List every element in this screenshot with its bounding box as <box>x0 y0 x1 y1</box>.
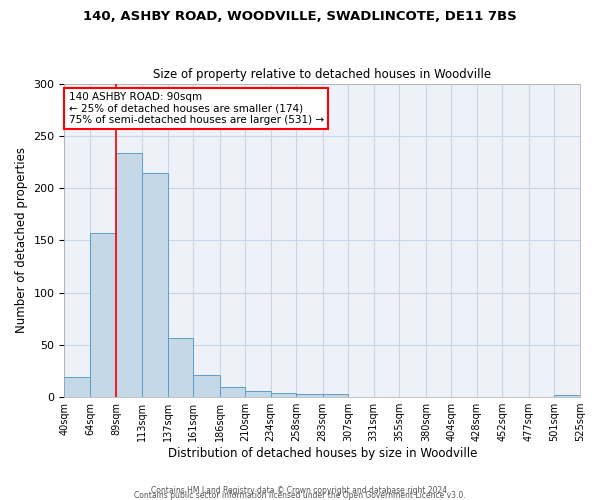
Bar <box>90 233 116 397</box>
Bar <box>554 395 580 397</box>
Bar <box>193 375 220 397</box>
Bar <box>64 377 90 397</box>
Text: Contains HM Land Registry data © Crown copyright and database right 2024.: Contains HM Land Registry data © Crown c… <box>151 486 449 495</box>
Bar <box>142 174 167 397</box>
Bar <box>271 393 296 397</box>
Bar <box>116 152 142 397</box>
Bar <box>167 338 193 397</box>
Bar <box>296 394 323 397</box>
Text: 140 ASHBY ROAD: 90sqm
← 25% of detached houses are smaller (174)
75% of semi-det: 140 ASHBY ROAD: 90sqm ← 25% of detached … <box>68 92 324 125</box>
Y-axis label: Number of detached properties: Number of detached properties <box>15 148 28 334</box>
X-axis label: Distribution of detached houses by size in Woodville: Distribution of detached houses by size … <box>167 447 477 460</box>
Text: Contains public sector information licensed under the Open Government Licence v3: Contains public sector information licen… <box>134 491 466 500</box>
Bar <box>220 386 245 397</box>
Title: Size of property relative to detached houses in Woodville: Size of property relative to detached ho… <box>153 68 491 81</box>
Bar <box>245 391 271 397</box>
Text: 140, ASHBY ROAD, WOODVILLE, SWADLINCOTE, DE11 7BS: 140, ASHBY ROAD, WOODVILLE, SWADLINCOTE,… <box>83 10 517 23</box>
Bar <box>323 394 348 397</box>
